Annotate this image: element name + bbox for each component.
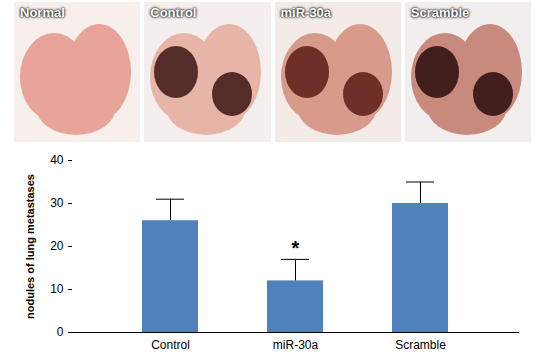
svg-text:20: 20 [50, 239, 64, 253]
html-text:Control: Control [150, 5, 197, 20]
svg-text:*: * [292, 237, 300, 259]
svg-text:0: 0 [57, 325, 64, 339]
svg-text:Scramble: Scramble [395, 338, 446, 352]
svg-text:30: 30 [50, 196, 64, 210]
svg-text:40: 40 [50, 153, 64, 167]
svg-text:miR-30a: miR-30a [273, 338, 319, 352]
html-text:Normal: Normal [20, 5, 65, 20]
svg-text:nodules of lung metastases: nodules of lung metastases [24, 174, 36, 319]
html-text:miR-30a: miR-30a [280, 5, 332, 20]
svg-text:10: 10 [50, 282, 64, 296]
svg-text:Control: Control [151, 338, 190, 352]
html-text:Scramble: Scramble [410, 5, 470, 20]
